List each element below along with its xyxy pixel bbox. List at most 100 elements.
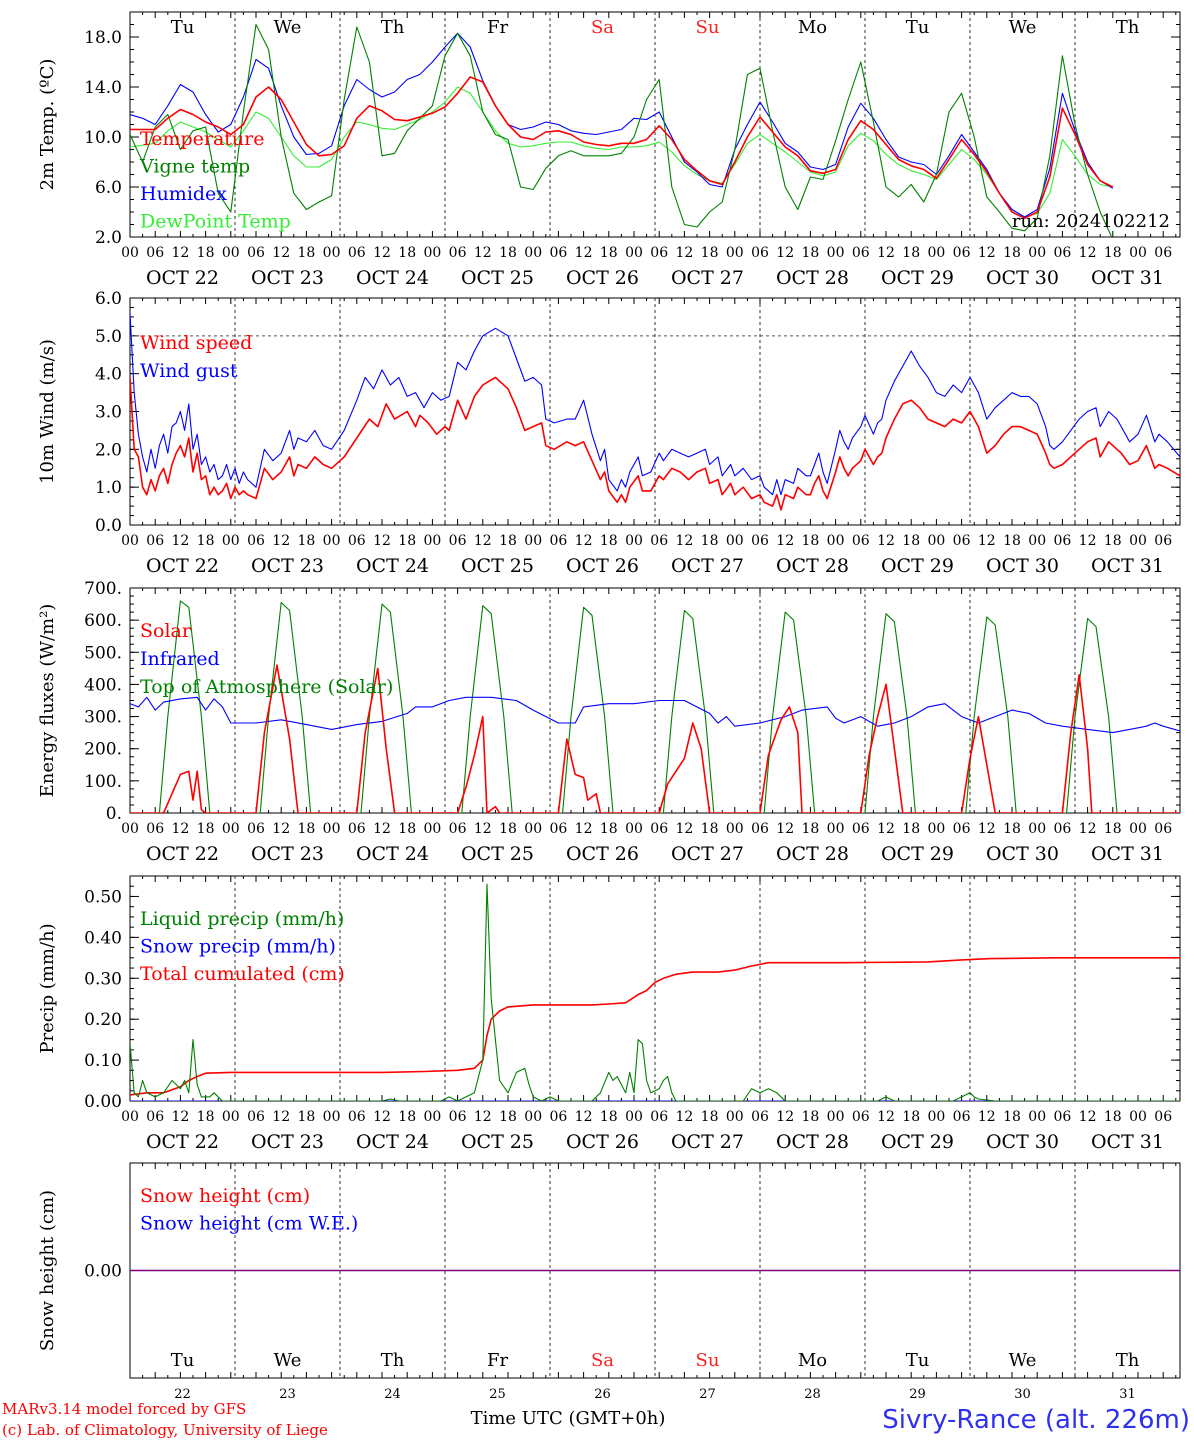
panel-5: 0.00 Snow height (cm) Snow height (cm) Snow… (37, 1162, 1181, 1402)
hour-tick-label: 00 (625, 245, 643, 261)
hour-tick-label: 00 (927, 821, 945, 837)
hour-tick-label: 00 (726, 533, 744, 549)
hour-tick-label: 00 (1028, 1109, 1046, 1125)
hour-tick-label: 06 (1053, 821, 1071, 837)
y-tick-label: 2.0 (95, 440, 122, 460)
hour-tick-label: 18 (398, 533, 416, 549)
legend-entry: Vigne temp (139, 156, 250, 178)
series-vigne-temp (130, 23, 1113, 237)
series-solar (130, 664, 1180, 813)
hour-tick-label: 00 (625, 533, 643, 549)
legend-entry: Liquid precip (mm/h) (140, 908, 344, 930)
y-tick-label: 300. (84, 708, 122, 728)
hour-tick-label: 18 (600, 533, 618, 549)
date-label: OCT 30 (986, 555, 1059, 577)
run-label: run: 2024102212 (1012, 211, 1170, 232)
hour-tick-label: 12 (978, 1109, 996, 1125)
hour-tick-label: 12 (575, 1109, 593, 1125)
hour-tick-label: 00 (423, 821, 441, 837)
hour-tick-label: 06 (1154, 821, 1172, 837)
hour-tick-label: 12 (675, 533, 693, 549)
weekday-label: Fr (487, 1350, 508, 1371)
hour-tick-label: 00 (827, 533, 845, 549)
hour-tick-label: 00 (726, 1109, 744, 1125)
y-tick-label: 3.0 (95, 403, 122, 423)
weekday-label: Mo (798, 17, 827, 38)
y-tick-label: 500. (84, 643, 122, 663)
hour-tick-label: 00 (323, 1109, 341, 1125)
hour-tick-label: 00 (323, 533, 341, 549)
hour-tick-label: 18 (701, 533, 719, 549)
hour-tick-label: 00 (121, 245, 139, 261)
y-tick-label: 600. (84, 611, 122, 631)
hour-tick-label: 06 (852, 821, 870, 837)
hour-tick-label: 18 (1003, 533, 1021, 549)
date-label: OCT 31 (1091, 267, 1164, 289)
hour-tick-label: 06 (953, 245, 971, 261)
hour-tick-label: 06 (247, 533, 265, 549)
date-label: OCT 27 (671, 267, 744, 289)
date-label: OCT 23 (251, 843, 324, 865)
station-title: Sivry-Rance (alt. 226m) (882, 1405, 1190, 1435)
hour-tick-label: 12 (272, 1109, 290, 1125)
hour-tick-label: 06 (449, 533, 467, 549)
y-tick-label: 100. (84, 772, 122, 792)
hour-tick-label: 12 (474, 1109, 492, 1125)
hour-tick-label: 12 (171, 533, 189, 549)
hour-tick-label: 12 (373, 533, 391, 549)
hour-tick-label: 18 (197, 821, 215, 837)
hour-tick-label: 06 (751, 533, 769, 549)
hour-tick-label: 06 (348, 1109, 366, 1125)
hour-tick-label: 00 (927, 245, 945, 261)
y-axis-label: Precip (mm/h) (37, 923, 58, 1053)
date-label: OCT 23 (251, 555, 324, 577)
y-tick-label: 0.20 (84, 1010, 122, 1030)
date-label: OCT 29 (881, 555, 954, 577)
hour-tick-label: 06 (650, 533, 668, 549)
day-number-label: 26 (594, 1387, 611, 1402)
hour-tick-label: 00 (323, 821, 341, 837)
series-top-of-atmosphere-solar- (130, 600, 1180, 813)
date-label: OCT 22 (146, 1131, 219, 1153)
y-tick-label: 0.40 (84, 928, 122, 948)
hour-tick-label: 18 (297, 1109, 315, 1125)
hour-tick-label: 12 (474, 533, 492, 549)
legend-entry: Wind speed (140, 332, 252, 354)
hour-tick-label: 00 (423, 533, 441, 549)
y-axis-label: 2m Temp. (ºC) (37, 59, 58, 191)
y-tick-label: 0.10 (84, 1051, 122, 1071)
y-tick-label: 0.30 (84, 969, 122, 989)
date-label: OCT 30 (986, 843, 1059, 865)
date-label: OCT 28 (776, 267, 849, 289)
hour-tick-label: 18 (902, 245, 920, 261)
hour-tick-label: 18 (902, 821, 920, 837)
weekday-label: Th (381, 17, 405, 38)
y-tick-label: 0. (106, 804, 122, 824)
hour-tick-label: 12 (978, 245, 996, 261)
y-tick-label: 200. (84, 740, 122, 760)
day-number-label: 23 (279, 1387, 296, 1402)
hour-tick-label: 06 (953, 533, 971, 549)
hour-tick-label: 06 (650, 1109, 668, 1125)
hour-tick-label: 00 (1129, 533, 1147, 549)
hour-tick-label: 00 (625, 1109, 643, 1125)
hour-tick-label: 00 (1129, 245, 1147, 261)
hour-tick-label: 12 (575, 245, 593, 261)
hour-tick-label: 18 (297, 245, 315, 261)
panel-2: 0.0 1.0 2.0 3.0 4.0 5.0 6.0 10m Wind (m/s) Wind … (37, 289, 1181, 577)
weekday-label: Sa (591, 17, 614, 38)
hour-tick-label: 12 (474, 821, 492, 837)
hour-tick-label: 12 (978, 821, 996, 837)
hour-tick-label: 00 (524, 533, 542, 549)
hour-tick-label: 00 (726, 821, 744, 837)
hour-tick-label: 00 (927, 1109, 945, 1125)
panel-4: 0.00 0.10 0.20 0.30 0.40 0.50 Precip (mm/h) Liq… (37, 875, 1181, 1153)
legend-entry: Total cumulated (cm) (140, 963, 345, 985)
y-tick-label: 0.50 (84, 887, 122, 907)
weekday-label: Mo (798, 1350, 827, 1371)
hour-tick-label: 12 (171, 1109, 189, 1125)
hour-tick-label: 12 (978, 533, 996, 549)
hour-tick-label: 06 (348, 533, 366, 549)
series-temperature (130, 76, 1114, 220)
